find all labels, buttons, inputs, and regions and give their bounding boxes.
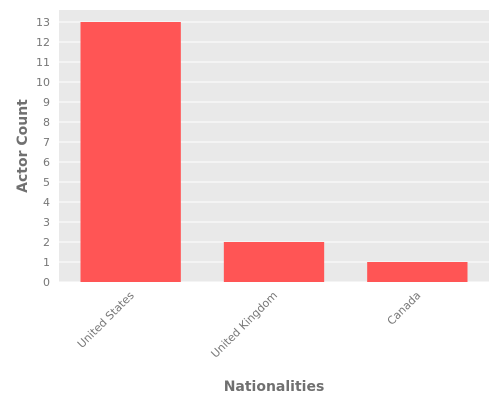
y-tick-label: 10 [36, 76, 50, 89]
bars [80, 22, 468, 282]
y-tick-label: 7 [43, 136, 50, 149]
y-tick-label: 5 [43, 176, 50, 189]
bar-canada [367, 262, 468, 282]
bar-united-kingdom [223, 242, 325, 282]
bar-united-states [80, 22, 181, 282]
y-tick-label: 9 [43, 96, 50, 109]
y-tick-label: 3 [43, 216, 50, 229]
y-axis-title: Actor Count [15, 99, 31, 193]
y-tick-label: 0 [43, 276, 50, 289]
y-tick-label: 6 [43, 156, 50, 169]
x-axis-title: Nationalities [224, 379, 325, 395]
y-tick-label: 8 [43, 116, 50, 129]
x-tick-label: United States [75, 289, 137, 351]
y-tick-label: 12 [36, 36, 50, 49]
x-tick-label: Canada [385, 289, 424, 328]
y-tick-label: 1 [43, 256, 50, 269]
x-tick-labels: United States United Kingdom Canada [75, 289, 424, 361]
y-tick-label: 11 [36, 56, 50, 69]
y-tick-label: 13 [36, 16, 50, 29]
y-tick-label: 4 [43, 196, 50, 209]
y-tick-label: 2 [43, 236, 50, 249]
x-tick-label: United Kingdom [208, 289, 280, 361]
